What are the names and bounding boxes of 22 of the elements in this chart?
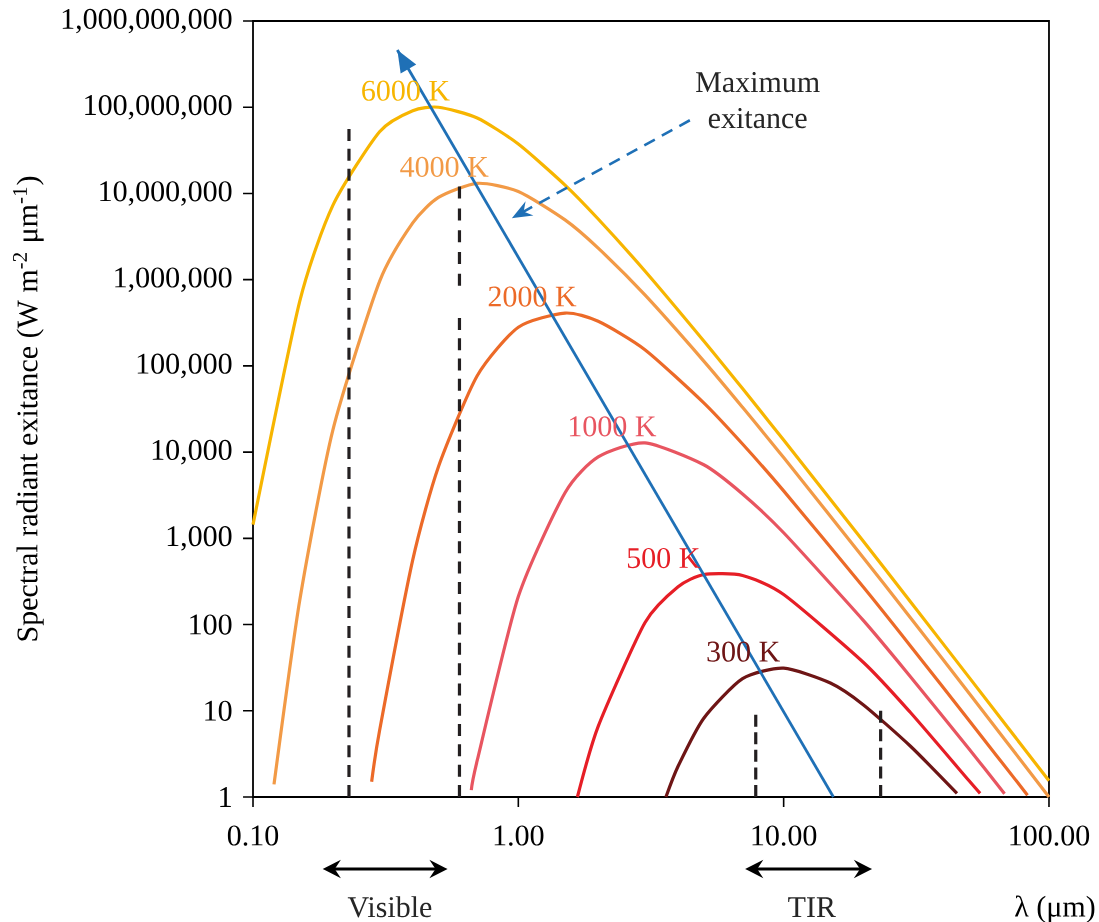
- y-tick-label: 10: [205, 700, 232, 721]
- series-label: 4000 K: [400, 156, 489, 177]
- y-tick-label: 1,000,000,000: [62, 8, 232, 34]
- x-tick-label: 10.00: [752, 825, 817, 846]
- y-tick-label: 100,000,000: [85, 94, 232, 120]
- y-tick-label: 100,000: [137, 353, 232, 379]
- series-label: 300 K: [707, 641, 780, 662]
- y-tick-label: 10,000,000: [100, 181, 232, 206]
- y-tick-label: 1: [220, 787, 231, 807]
- series-label: 6000 K: [362, 80, 450, 101]
- y-axis-title: Spectral radiant exitance (W m$^{-2}$ μm$^{-1}$): [12, 176, 44, 641]
- x-tick-label: 100.00: [1010, 825, 1090, 846]
- y-tick-label: 1,000: [167, 526, 232, 551]
- text: Visible: [347, 896, 432, 918]
- x-tick-label: 0.10: [227, 825, 279, 846]
- annotation: Maximum exitance: [696, 72, 820, 129]
- y-tick-label: 1,000,000: [115, 267, 232, 292]
- y-tick-label: 100: [190, 614, 232, 635]
- y-tick-label: 10,000: [152, 439, 232, 465]
- x-axis-title: λ (μm): [1015, 895, 1095, 922]
- text: TIR: [788, 897, 836, 917]
- x-tick-label: 1.00: [494, 825, 544, 846]
